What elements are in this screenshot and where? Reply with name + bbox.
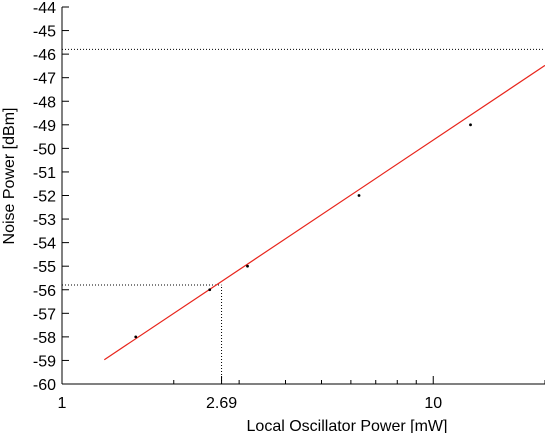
fit-lines (103, 64, 545, 361)
y-tick-label: -51 (33, 165, 56, 182)
y-tick-label: -48 (33, 94, 56, 111)
x-tick-label: 2.69 (206, 395, 237, 412)
y-tick-label: -44 (33, 0, 56, 17)
axes (61, 7, 545, 385)
y-tick-label: -53 (33, 212, 56, 229)
y-tick-label: -50 (33, 141, 56, 158)
y-tick-label: -59 (33, 353, 56, 370)
y-tick-label: -60 (33, 377, 56, 394)
y-axis-title: Noise Power [dBm] (1, 108, 18, 245)
x-tick-label: 1 (58, 395, 67, 412)
y-tick-label: -57 (33, 306, 56, 323)
y-ticks: -44 -45 -46 -47 -48 -49 -50 -51 -52 -53 -54 -55 -56 -… (33, 0, 69, 394)
y-tick-label: -47 (33, 71, 56, 88)
data-point (134, 335, 138, 339)
y-tick-label: -46 (33, 47, 56, 64)
y-tick-label: -55 (33, 259, 56, 276)
reference-lines (62, 48, 545, 384)
data-points (134, 123, 472, 339)
x-ticks: 1 2.69 10 (58, 376, 545, 412)
data-point (246, 264, 249, 268)
x-tick-label: 10 (424, 395, 442, 412)
y-tick-label: -45 (33, 24, 56, 41)
y-tick-label: -54 (33, 236, 56, 253)
y-tick-label: -58 (33, 330, 56, 347)
y-tick-label: -49 (33, 118, 56, 135)
fit-line (103, 64, 545, 361)
y-tick-label: -52 (33, 189, 56, 206)
data-point (357, 194, 361, 197)
data-point (469, 123, 472, 127)
data-point (208, 288, 212, 292)
x-axis-title: Local Oscillator Power [mW] (247, 418, 448, 433)
y-tick-label: -56 (33, 283, 56, 300)
